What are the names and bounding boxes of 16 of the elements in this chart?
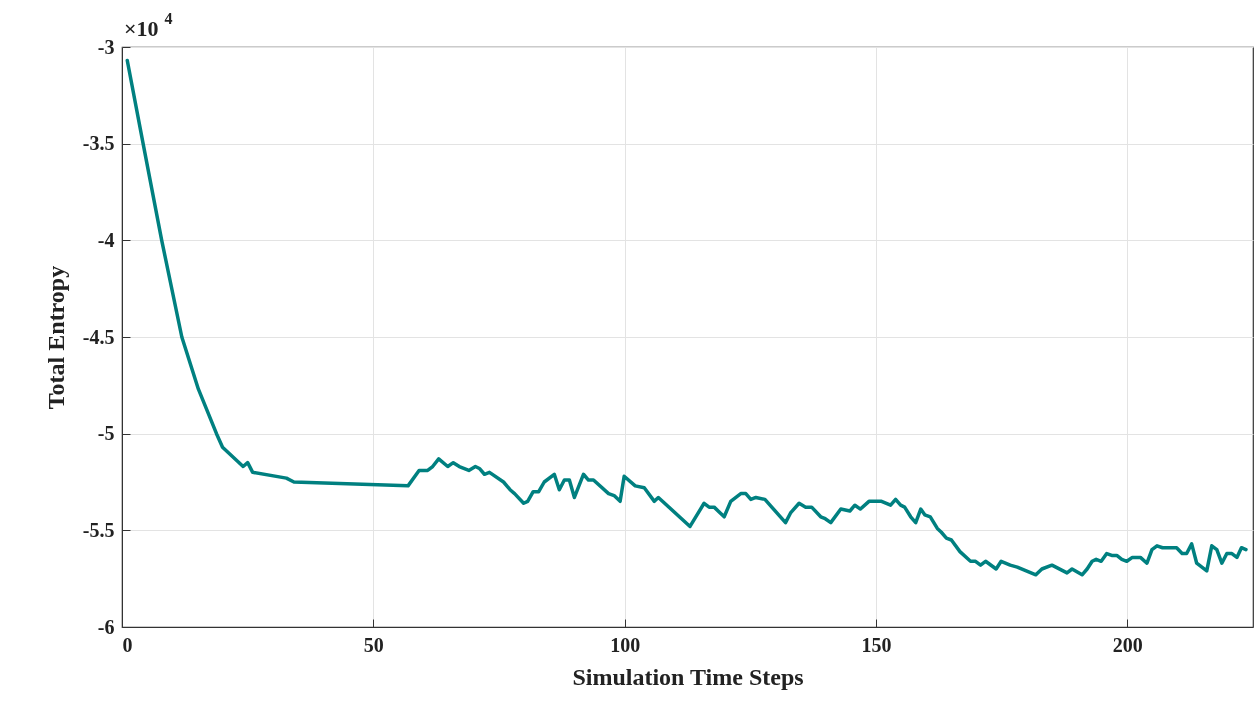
x-tick-label: 150 xyxy=(861,633,892,656)
y-tick-label: -4 xyxy=(97,228,115,251)
y-tick-label: -4.5 xyxy=(82,325,115,348)
x-tick-label: 100 xyxy=(610,633,641,656)
y-tick-label: -3.5 xyxy=(82,132,115,155)
text: ×10$^{4}$ xyxy=(124,10,173,43)
y-tick-label: -6 xyxy=(97,615,115,638)
y-tick-label: -3 xyxy=(97,35,115,58)
y-tick-label: -5.5 xyxy=(82,518,115,541)
x-tick-label: 50 xyxy=(363,633,384,656)
y-axis-title: Total Entropy xyxy=(42,265,69,410)
x-tick-label: 200 xyxy=(1112,633,1143,656)
x-axis-title: Simulation Time Steps xyxy=(572,663,804,690)
line-series xyxy=(125,58,1248,577)
y-tick-label: -5 xyxy=(97,422,115,445)
x-tick-label: 0 xyxy=(122,633,133,656)
